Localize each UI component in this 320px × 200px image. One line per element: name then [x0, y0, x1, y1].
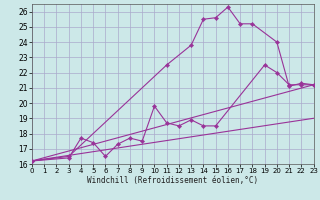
X-axis label: Windchill (Refroidissement éolien,°C): Windchill (Refroidissement éolien,°C) — [87, 176, 258, 185]
